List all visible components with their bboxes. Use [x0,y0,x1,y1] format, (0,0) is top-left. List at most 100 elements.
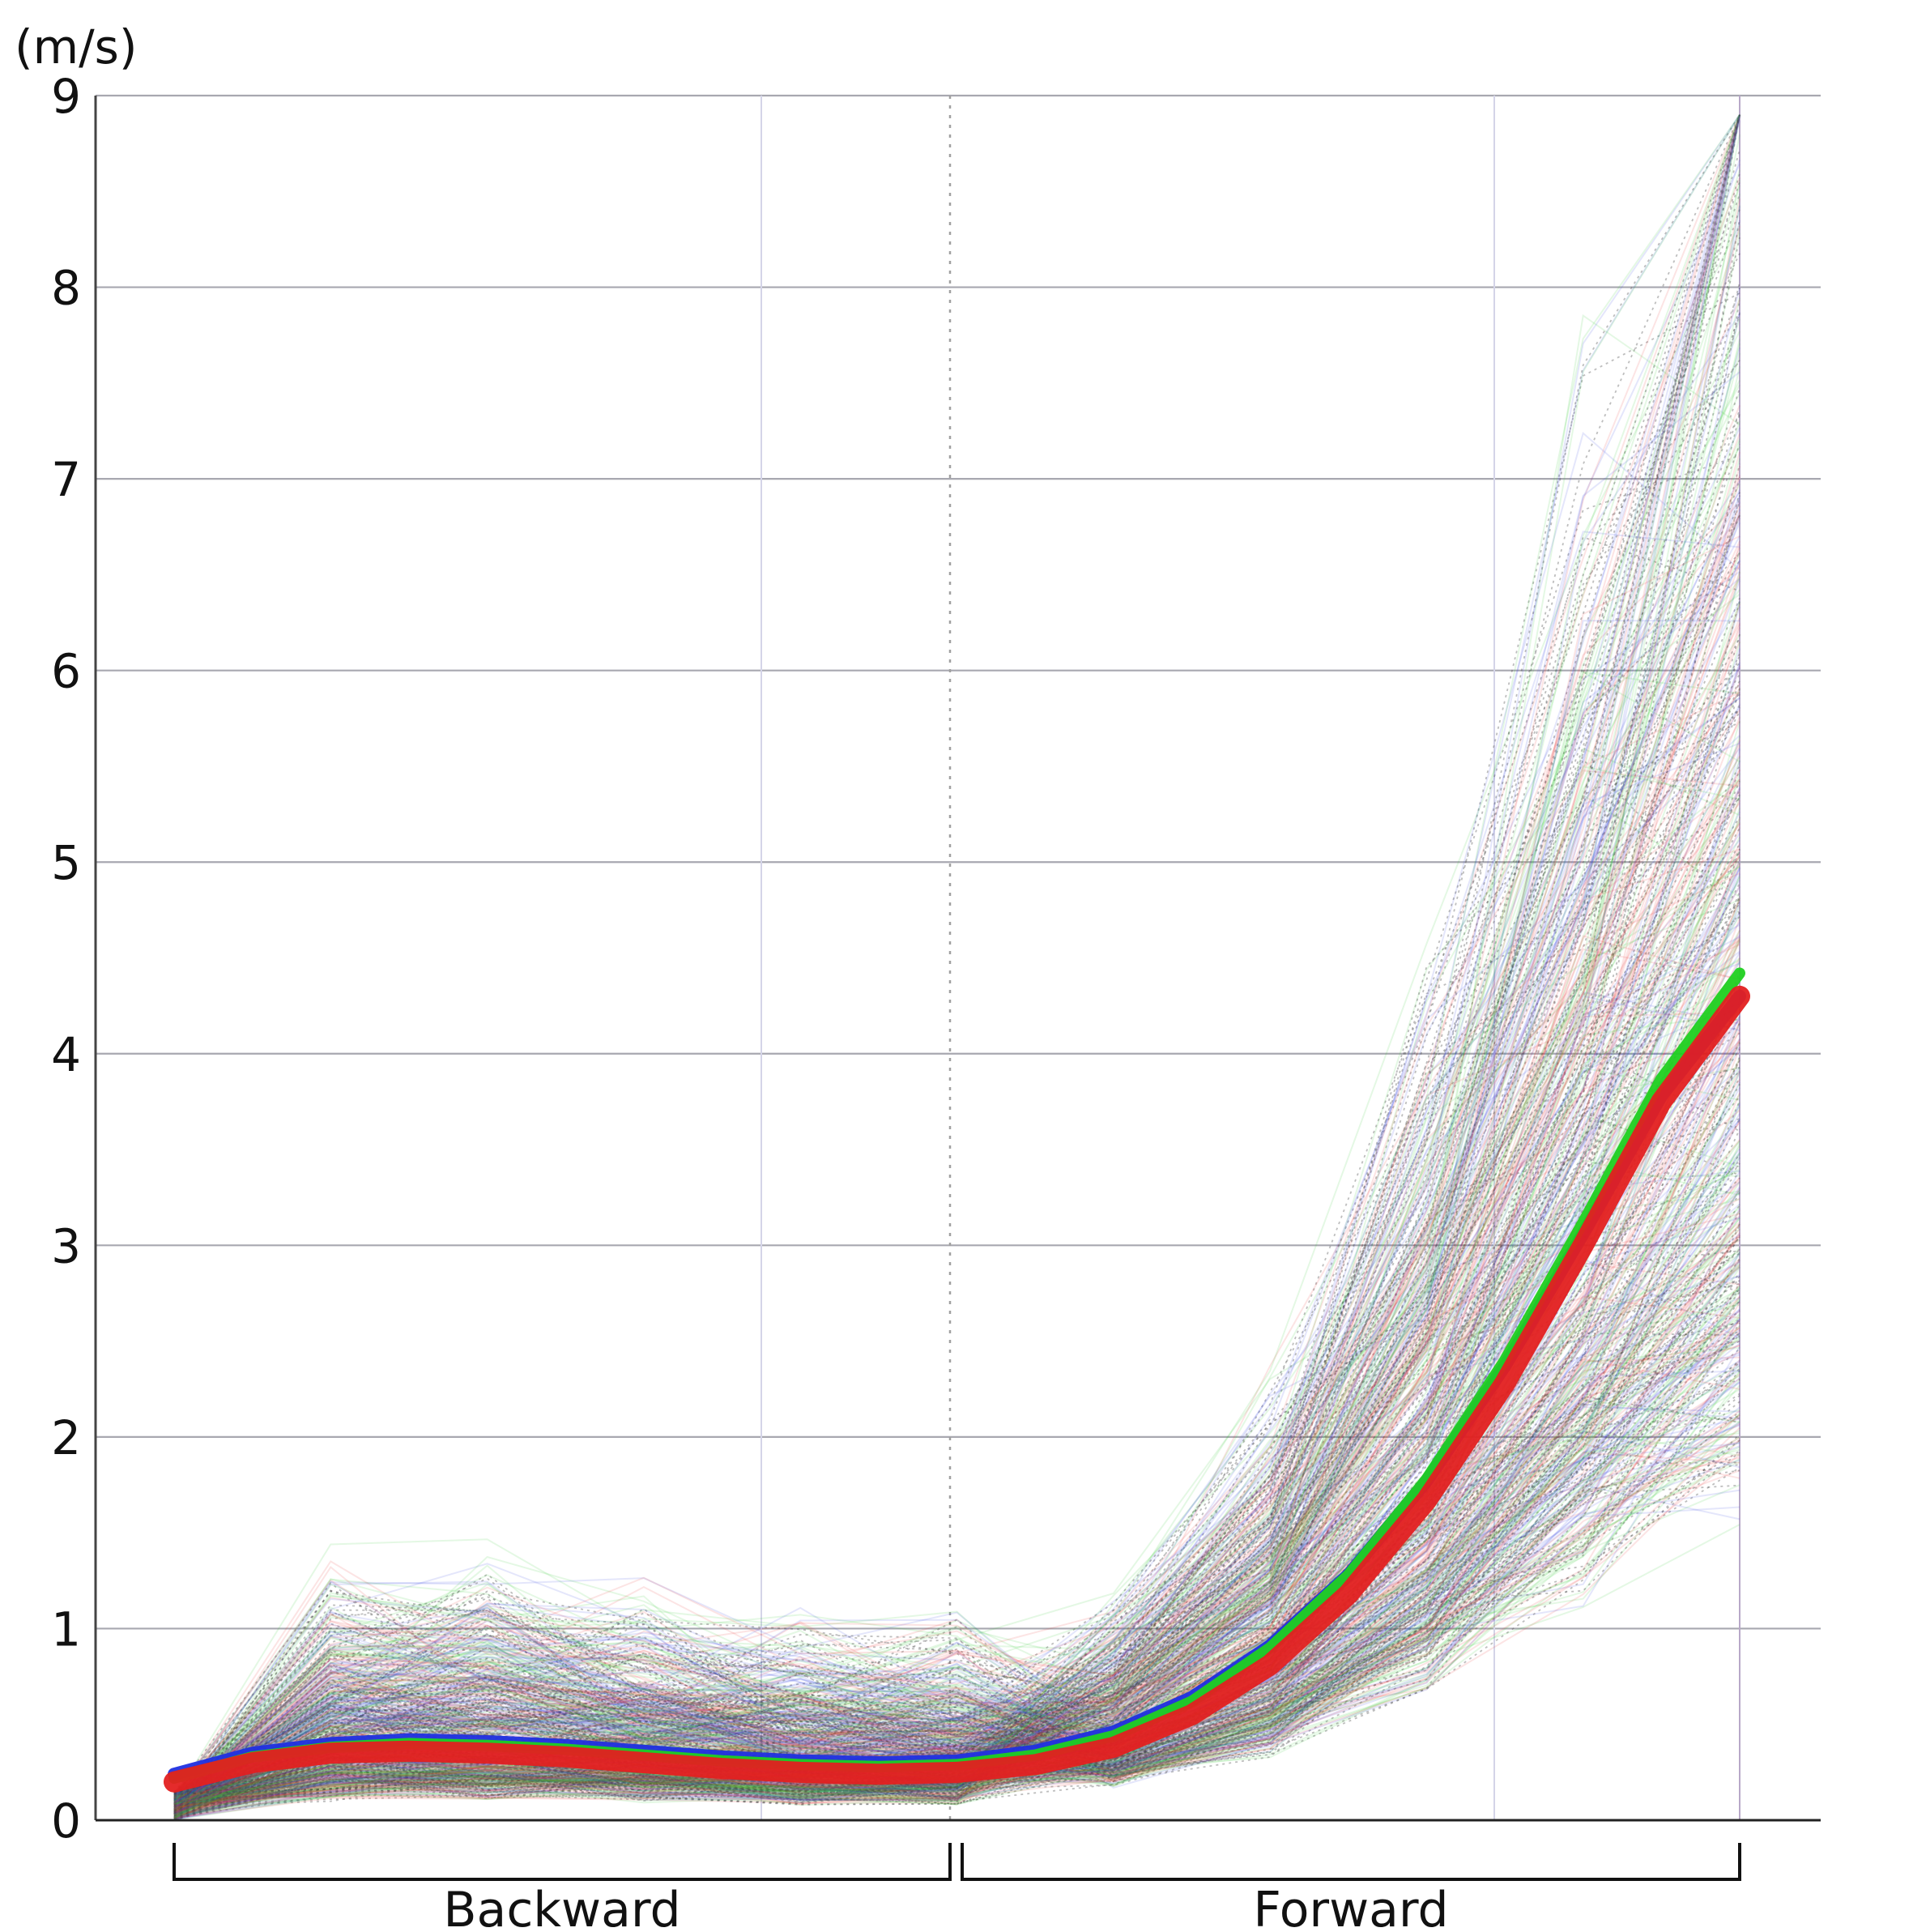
y-tick-label: 0 [51,1793,81,1849]
trial-trace [173,1042,1740,1817]
trial-trace [173,114,1740,1812]
trial-trace [173,413,1740,1808]
trial-trace [173,1164,1740,1806]
trial-trace [173,693,1740,1815]
trial-trace [173,918,1740,1818]
y-tick-label: 5 [51,835,81,890]
y-tick-label: 6 [51,644,81,699]
trial-trace [173,969,1740,1818]
trial-trace [173,1379,1740,1801]
trial-trace [173,343,1740,1815]
trial-trace [173,1422,1740,1795]
gridlines [96,94,1821,1820]
trial-trace [173,860,1740,1819]
trial-trace [173,224,1740,1797]
trial-trace [173,1253,1740,1821]
trial-trace [173,384,1740,1798]
trial-trace [173,866,1740,1806]
trial-trace [173,1414,1740,1800]
y-tick-label: 9 [51,69,81,124]
trial-trace [173,948,1740,1814]
trial-trace [174,1354,1740,1798]
trial-trace [173,691,1740,1800]
trial-trace [173,114,1740,1813]
trial-trace [173,867,1740,1805]
trial-trace [173,114,1740,1812]
y-tick-label: 8 [51,261,81,316]
trial-trace [173,710,1740,1802]
trial-trace [173,1369,1740,1813]
trial-trace [173,885,1740,1794]
trial-trace [173,1440,1740,1796]
trial-trace [173,1484,1740,1820]
trial-trace [173,1275,1740,1795]
trial-trace [173,1001,1740,1796]
trial-trace [173,859,1740,1804]
trial-trace [173,287,1740,1806]
trial-trace [173,851,1740,1819]
trial-trace [173,380,1740,1800]
trial-trace [173,1403,1740,1820]
trial-trace [173,1359,1740,1814]
trial-trace [173,114,1740,1797]
trial-trace [173,1316,1740,1798]
trial-trace [173,996,1740,1803]
trial-trace [173,655,1740,1795]
trial-trace [173,1162,1740,1802]
trial-trace [173,872,1740,1801]
trial-trace [173,193,1740,1810]
y-tick-label: 4 [51,1027,81,1082]
trial-trace [173,209,1740,1800]
y-tick-label: 1 [51,1601,81,1657]
section-label: Backward [443,1882,680,1932]
y-axis-unit-label: (m/s) [15,19,138,75]
trial-trace [173,560,1740,1801]
trial-trace [173,817,1740,1805]
trial-trace [173,1181,1740,1818]
trial-trace [173,475,1740,1808]
trial-trace [173,114,1740,1793]
trial-trace [173,535,1740,1811]
trial-trace [173,1118,1740,1804]
trial-trace [173,1198,1740,1813]
trial-trace [173,747,1740,1802]
trial-trace [173,522,1740,1808]
trial-trace [173,1381,1740,1807]
trial-trace [173,689,1740,1805]
trial-trace [173,553,1740,1806]
trial-trace [173,1356,1740,1793]
trial-trace [173,1410,1740,1801]
trial-trace [173,1290,1740,1818]
trial-trace [173,1484,1740,1802]
trial-trace [173,1286,1740,1799]
trial-trace [173,1370,1740,1795]
section-bracket [961,1843,1741,1881]
trial-trace [173,1469,1740,1817]
trial-trace [173,1071,1740,1818]
trial-trace [173,173,1740,1808]
trial-trace [173,311,1740,1810]
trial-trace [173,1004,1740,1811]
trial-trace [173,114,1740,1815]
trial-trace [173,1334,1740,1806]
trial-trace [173,1265,1740,1798]
trial-trace [173,823,1740,1806]
trial-trace [173,544,1740,1799]
trial-trace [173,1047,1740,1806]
y-tick-label: 2 [51,1410,81,1465]
trial-trace [173,1260,1740,1793]
trial-trace [173,1159,1740,1815]
trial-traces [173,114,1740,1821]
trial-trace [173,1022,1740,1812]
trial-trace [173,740,1740,1806]
trial-trace [173,1228,1740,1801]
trial-trace [173,509,1740,1815]
trial-trace [173,1338,1740,1818]
trial-trace [173,1043,1740,1802]
trial-trace [173,1072,1740,1805]
trial-trace [173,114,1740,1801]
trial-trace [173,1348,1740,1811]
trial-trace [173,359,1740,1808]
trial-trace [173,1231,1740,1796]
trial-trace [173,1017,1740,1811]
